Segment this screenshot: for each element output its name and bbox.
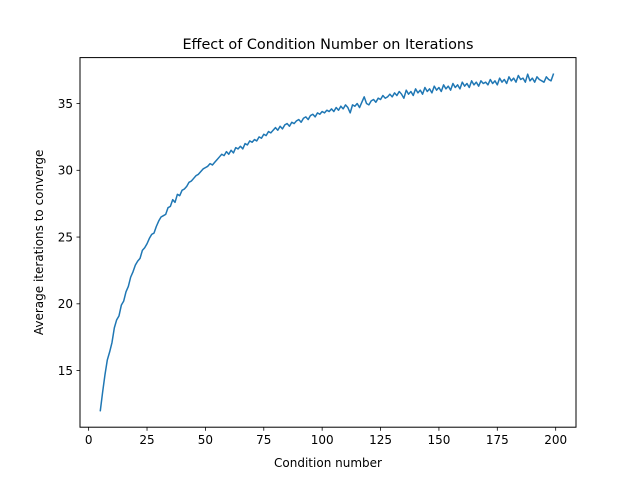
chart-title: Effect of Condition Number on Iterations: [182, 37, 473, 53]
x-tick-label: 125: [369, 433, 392, 447]
plot-area: [99, 73, 555, 412]
x-tick-label: 50: [198, 433, 213, 447]
x-tick-label: 175: [486, 433, 509, 447]
x-tick-label: 0: [85, 433, 93, 447]
x-axis-ticks: 0 25 50 75 100 125 150 175 200: [85, 427, 567, 447]
x-tick-label: 150: [427, 433, 450, 447]
y-tick-label: 30: [58, 164, 73, 178]
x-tick-label: 200: [544, 433, 567, 447]
y-axis-ticks: 15 20 25 30 35: [58, 97, 80, 378]
x-tick-label: 75: [256, 433, 271, 447]
x-axis-label: Condition number: [274, 456, 382, 470]
x-tick-label: 25: [139, 433, 154, 447]
axes-frame: [79, 57, 577, 428]
y-axis-label: Average iterations to converge: [32, 150, 46, 335]
y-tick-label: 35: [58, 97, 73, 111]
y-tick-label: 20: [58, 297, 73, 311]
y-tick-label: 25: [58, 230, 73, 244]
series-line-0: [99, 73, 555, 412]
y-tick-label: 15: [58, 364, 73, 378]
x-tick-label: 100: [311, 433, 334, 447]
